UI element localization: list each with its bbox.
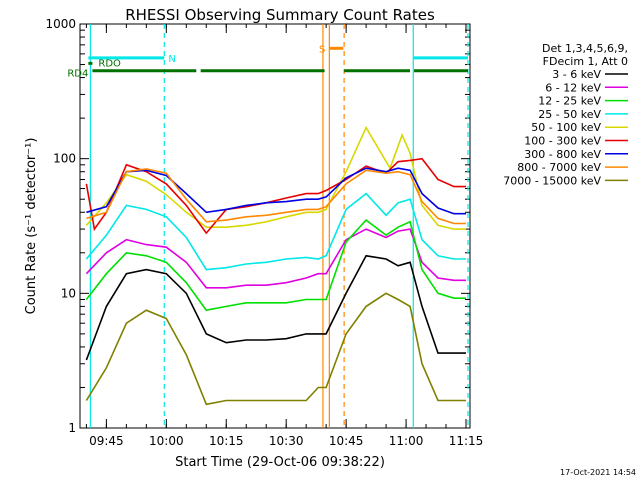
status-bar-label: RDO bbox=[98, 58, 121, 69]
plot-frame bbox=[79, 23, 471, 429]
x-tick-label: 09:45 bbox=[89, 434, 124, 448]
series-line bbox=[86, 168, 466, 225]
legend-label: 100 - 300 keV bbox=[524, 135, 601, 148]
legend-label: 12 - 25 keV bbox=[538, 95, 601, 108]
status-bar-label: N bbox=[168, 54, 175, 65]
y-axis-label: Count Rate (s⁻¹ detector⁻¹) bbox=[24, 138, 39, 315]
x-axis-label: Start Time (29-Oct-06 09:38:22) bbox=[175, 455, 385, 470]
series-line bbox=[85, 219, 466, 312]
legend-label: 800 - 7000 keV bbox=[517, 161, 601, 174]
status-bar-label: S bbox=[319, 44, 325, 55]
timestamp: 17-Oct-2021 14:54 bbox=[560, 468, 636, 477]
series-line bbox=[85, 292, 466, 406]
legend-header-1: Det 1,3,4,5,6,9, bbox=[542, 42, 628, 55]
x-tick-label: 10:30 bbox=[269, 434, 304, 448]
legend-header-2: FDecim 1, Att 0 bbox=[543, 55, 628, 68]
legend-label: 3 - 6 keV bbox=[552, 68, 601, 81]
series-line bbox=[85, 254, 466, 361]
status-bar-label: RD4 bbox=[67, 69, 88, 80]
x-tick-label: 11:15 bbox=[449, 434, 484, 448]
x-tick-label: 11:00 bbox=[389, 434, 424, 448]
legend-label: 300 - 800 keV bbox=[524, 148, 601, 161]
x-tick-label: 10:45 bbox=[329, 434, 364, 448]
y-tick-label: 10 bbox=[61, 286, 76, 300]
legend-label: 50 - 100 keV bbox=[531, 121, 601, 134]
data-group bbox=[85, 24, 469, 428]
series-line bbox=[86, 167, 466, 215]
legend-label: 7000 - 15000 keV bbox=[503, 174, 601, 187]
y-tick-label: 1000 bbox=[45, 17, 76, 31]
x-tick-label: 10:00 bbox=[149, 434, 184, 448]
x-tick-label: 10:15 bbox=[209, 434, 244, 448]
legend-label: 6 - 12 keV bbox=[545, 81, 601, 94]
chart-title: RHESSI Observing Summary Count Rates bbox=[125, 6, 435, 24]
series-line bbox=[85, 125, 466, 230]
y-tick-label: 1 bbox=[68, 421, 76, 435]
y-tick-label: 100 bbox=[53, 152, 76, 166]
legend-label: 25 - 50 keV bbox=[538, 108, 601, 121]
series-line bbox=[85, 192, 466, 271]
